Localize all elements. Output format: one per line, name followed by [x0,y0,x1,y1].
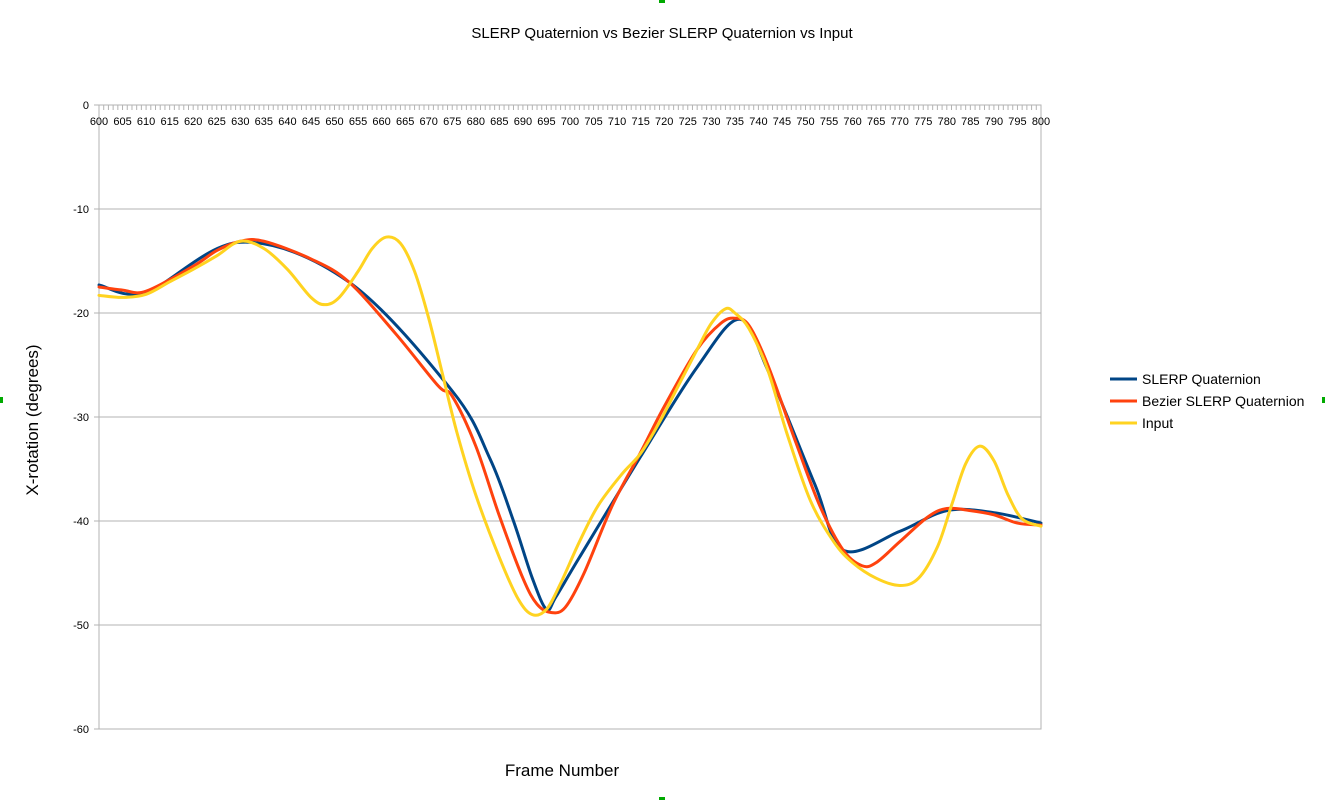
x-tick-label: 635 [255,116,273,128]
selection-handle-top[interactable] [659,0,665,3]
gridlines [99,104,1041,730]
x-tick-label: 615 [160,116,178,128]
series-line-bezier-slerp-quaternion [97,238,1043,615]
x-tick-label: 755 [820,116,838,128]
x-tick-label: 670 [420,116,438,128]
x-tick-label: 680 [467,116,485,128]
x-tick-label: 685 [490,116,508,128]
y-tick-label: -10 [73,204,89,216]
x-tick-label: 610 [137,116,155,128]
x-tick-label: 800 [1032,116,1050,128]
x-tick-label: 765 [867,116,885,128]
x-tick-label: 655 [349,116,367,128]
x-tick-label: 795 [1008,116,1026,128]
legend-label: SLERP Quaternion [1142,371,1261,387]
y-axis-label: X-rotation (degrees) [23,344,42,495]
series-lines [97,235,1043,617]
x-tick-label: 710 [608,116,626,128]
selection-handle-bottom[interactable] [659,797,665,800]
legend-label: Bezier SLERP Quaternion [1142,393,1304,409]
series-line-slerp-quaternion [97,240,1043,612]
y-axis-ticks: 0 -10 -20 -30 -40 -50 -60 [73,100,99,736]
x-tick-label: 730 [702,116,720,128]
x-tick-label: 625 [208,116,226,128]
x-axis-label: Frame Number [505,761,620,780]
x-tick-label: 750 [796,116,814,128]
x-tick-label: 790 [985,116,1003,128]
legend-label: Input [1142,415,1173,431]
x-tick-label: 785 [961,116,979,128]
x-axis-ticks: 600 605 610 615 620 625 630 635 640 645 650 655 660 6… [90,105,1050,128]
x-tick-label: 620 [184,116,202,128]
x-tick-label: 695 [537,116,555,128]
x-tick-label: 665 [396,116,414,128]
y-tick-label: -30 [73,412,89,424]
x-tick-label: 660 [372,116,390,128]
x-tick-label: 640 [278,116,296,128]
x-tick-label: 740 [749,116,767,128]
x-tick-label: 770 [891,116,909,128]
x-tick-label: 745 [773,116,791,128]
y-tick-label: 0 [83,100,89,112]
x-tick-label: 725 [679,116,697,128]
legend: SLERP Quaternion Bezier SLERP Quaternion I… [1110,371,1304,431]
x-tick-label: 630 [231,116,249,128]
x-tick-label: 760 [843,116,861,128]
y-tick-label: -40 [73,516,89,528]
series-line-input [97,235,1043,617]
y-tick-label: -50 [73,620,89,632]
x-tick-label: 715 [631,116,649,128]
x-tick-label: 780 [938,116,956,128]
x-tick-label: 645 [302,116,320,128]
y-tick-label: -20 [73,308,89,320]
x-tick-label: 700 [561,116,579,128]
selection-handle-left[interactable] [0,397,3,403]
x-tick-label: 775 [914,116,932,128]
x-tick-label: 720 [655,116,673,128]
y-tick-label: -60 [73,724,89,736]
x-tick-label: 705 [584,116,602,128]
x-tick-label: 600 [90,116,108,128]
x-tick-label: 735 [726,116,744,128]
x-tick-label: 675 [443,116,461,128]
x-tick-label: 690 [514,116,532,128]
x-tick-label: 605 [113,116,131,128]
selection-handle-right[interactable] [1322,397,1325,403]
chart-title: SLERP Quaternion vs Bezier SLERP Quatern… [471,25,853,42]
x-tick-label: 650 [325,116,343,128]
